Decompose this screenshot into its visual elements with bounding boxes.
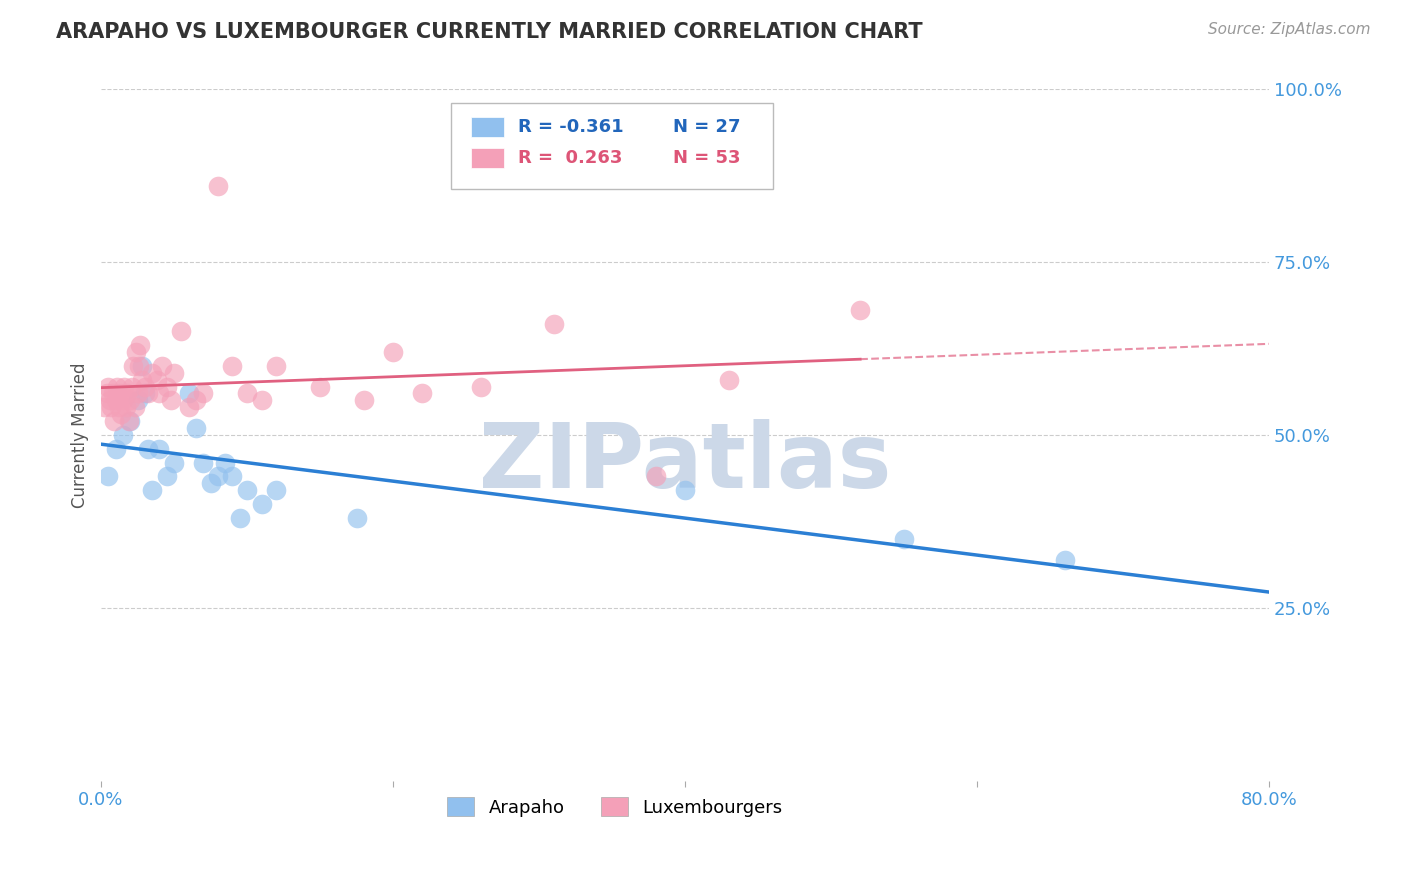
Point: [101, 386, 124, 401]
Point: [346, 511, 368, 525]
FancyBboxPatch shape: [471, 117, 503, 136]
Point: [229, 511, 252, 525]
FancyBboxPatch shape: [471, 148, 503, 168]
Point: [136, 442, 159, 456]
Point: [893, 532, 915, 546]
Text: N = 53: N = 53: [673, 149, 741, 167]
Point: [849, 303, 872, 318]
Point: [156, 469, 179, 483]
Point: [250, 393, 273, 408]
Point: [543, 317, 565, 331]
Point: [98, 393, 121, 408]
Point: [264, 359, 287, 373]
Point: [100, 401, 122, 415]
Point: [112, 379, 135, 393]
FancyBboxPatch shape: [451, 103, 772, 189]
Point: [411, 386, 433, 401]
Point: [104, 442, 127, 456]
Point: [131, 359, 153, 373]
Y-axis label: Currently Married: Currently Married: [72, 362, 89, 508]
Point: [163, 456, 186, 470]
Point: [207, 469, 229, 483]
Point: [131, 373, 153, 387]
Point: [134, 386, 156, 401]
Point: [118, 414, 141, 428]
Point: [111, 428, 134, 442]
Point: [717, 373, 740, 387]
Legend: Arapaho, Luxembourgers: Arapaho, Luxembourgers: [440, 790, 790, 824]
Point: [141, 483, 163, 498]
Point: [250, 497, 273, 511]
Point: [1053, 552, 1076, 566]
Point: [105, 379, 128, 393]
Point: [122, 359, 145, 373]
Point: [97, 379, 120, 393]
Point: [236, 483, 259, 498]
Point: [221, 469, 243, 483]
Point: [150, 359, 173, 373]
Point: [110, 407, 132, 421]
Point: [156, 379, 179, 393]
Point: [309, 379, 332, 393]
Point: [121, 379, 143, 393]
Point: [382, 345, 405, 359]
Point: [177, 386, 200, 401]
Point: [127, 386, 149, 401]
Point: [120, 414, 142, 428]
Point: [103, 414, 125, 428]
Point: [136, 386, 159, 401]
Point: [104, 393, 127, 408]
Point: [96, 386, 118, 401]
Point: [264, 483, 287, 498]
Point: [214, 456, 236, 470]
Point: [117, 386, 139, 401]
Point: [134, 379, 156, 393]
Point: [108, 386, 131, 401]
Point: [97, 469, 120, 483]
Point: [124, 401, 146, 415]
Text: N = 27: N = 27: [673, 118, 741, 136]
Point: [184, 421, 207, 435]
Text: ZIPatlas: ZIPatlas: [479, 418, 891, 507]
Point: [207, 178, 229, 193]
Point: [111, 393, 134, 408]
Point: [115, 401, 138, 415]
Point: [128, 359, 150, 373]
Point: [141, 366, 163, 380]
Point: [353, 393, 375, 408]
Point: [673, 483, 696, 498]
Text: Source: ZipAtlas.com: Source: ZipAtlas.com: [1208, 22, 1371, 37]
Point: [145, 373, 167, 387]
Point: [127, 393, 149, 408]
Point: [470, 379, 492, 393]
Point: [184, 393, 207, 408]
Point: [193, 386, 215, 401]
Point: [148, 386, 170, 401]
Point: [107, 401, 129, 415]
Point: [120, 393, 142, 408]
Point: [170, 324, 193, 338]
Point: [93, 401, 115, 415]
Text: R = -0.361: R = -0.361: [517, 118, 624, 136]
Text: ARAPAHO VS LUXEMBOURGER CURRENTLY MARRIED CORRELATION CHART: ARAPAHO VS LUXEMBOURGER CURRENTLY MARRIE…: [56, 22, 922, 42]
Point: [644, 469, 666, 483]
Point: [125, 345, 148, 359]
Point: [129, 338, 152, 352]
Text: R =  0.263: R = 0.263: [517, 149, 623, 167]
Point: [177, 401, 200, 415]
Point: [160, 393, 183, 408]
Point: [148, 442, 170, 456]
Point: [236, 386, 259, 401]
Point: [221, 359, 243, 373]
Point: [193, 456, 215, 470]
Point: [163, 366, 186, 380]
Point: [200, 476, 222, 491]
